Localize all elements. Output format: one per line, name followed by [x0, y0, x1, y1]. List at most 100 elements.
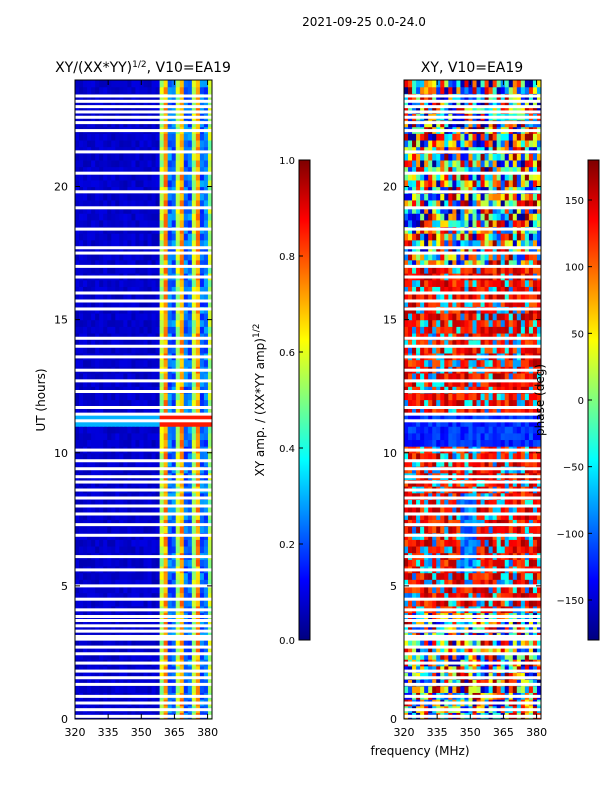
heatmap-cell — [163, 299, 169, 307]
heatmap-cell — [103, 545, 108, 554]
heatmap-cell — [123, 179, 128, 188]
heatmap-cell — [187, 619, 193, 627]
heatmap-cell — [131, 506, 137, 514]
heatmap-cell — [528, 559, 534, 567]
heatmap-cell — [512, 539, 518, 547]
heatmap-cell — [191, 412, 197, 421]
heatmap-cell — [91, 619, 96, 627]
heatmap-cell — [167, 173, 173, 181]
heatmap-cell — [103, 379, 108, 387]
heatmap-cell — [87, 233, 92, 241]
heatmap-cell — [500, 652, 506, 660]
heatmap-cell — [508, 499, 514, 507]
heatmap-cell — [131, 186, 137, 194]
heatmap-cell — [456, 406, 462, 414]
heatmap-cell — [203, 293, 209, 301]
heatmap-cell — [187, 279, 193, 287]
heatmap-cell — [187, 639, 193, 647]
heatmap-cell — [75, 559, 80, 567]
heatmap-cell — [199, 419, 205, 427]
heatmap-cell — [119, 332, 124, 341]
heatmap-cell — [203, 346, 209, 354]
heatmap-cell — [464, 625, 470, 634]
heatmap-cell — [476, 406, 482, 414]
heatmap-cell — [107, 99, 112, 108]
heatmap-cell — [191, 293, 197, 301]
heatmap-cell — [420, 652, 425, 660]
heatmap-cell — [512, 419, 518, 427]
heatmap-cell — [512, 519, 518, 527]
heatmap-cell — [167, 199, 173, 208]
heatmap-cell — [79, 679, 84, 687]
heatmap-cell — [95, 246, 100, 254]
heatmap-cell — [492, 545, 498, 554]
heatmap-cell — [127, 672, 133, 680]
heatmap-cell — [119, 506, 124, 514]
heatmap-cell — [143, 625, 149, 634]
heatmap-cell — [456, 439, 462, 447]
heatmap-cell — [448, 559, 453, 567]
heatmap-cell — [103, 672, 108, 680]
heatmap-cell — [87, 392, 92, 401]
heatmap-cell — [163, 392, 169, 401]
heatmap-cell — [83, 525, 88, 534]
heatmap-cell — [95, 199, 100, 208]
heatmap-cell — [460, 639, 466, 647]
heatmap-cell — [123, 246, 128, 254]
heatmap-cell — [103, 685, 108, 693]
heatmap-cell — [404, 499, 409, 507]
heatmap-cell — [191, 246, 197, 254]
heatmap-cell — [79, 193, 84, 201]
heatmap-cell — [111, 652, 116, 660]
heatmap-cell — [111, 186, 116, 194]
heatmap-cell — [123, 499, 128, 507]
heatmap-cell — [127, 452, 133, 461]
heatmap-cell — [127, 625, 133, 634]
panel1-title: XY/(XX*YY)1/2, V10=EA19 — [55, 60, 231, 76]
heatmap-cell — [115, 379, 120, 387]
heatmap-cell — [195, 199, 201, 208]
heatmap-cell — [179, 193, 185, 201]
heatmap-cell — [175, 619, 181, 627]
heatmap-cell — [151, 133, 157, 141]
heatmap-cell — [99, 159, 104, 168]
heatmap-cell — [492, 439, 498, 447]
heatmap-cell — [143, 665, 149, 674]
heatmap-cell — [159, 312, 165, 321]
heatmap-cell — [147, 432, 153, 441]
heatmap-cell — [524, 679, 530, 687]
heatmap-cell — [187, 266, 193, 274]
heatmap-cell — [83, 80, 88, 88]
heatmap-cell — [199, 106, 205, 114]
heatmap-cell — [456, 492, 462, 500]
heatmap-cell — [408, 599, 413, 607]
heatmap-cell — [95, 665, 100, 674]
heatmap-cell — [412, 585, 417, 594]
heatmap-cell — [191, 579, 197, 587]
heatmap-cell — [91, 665, 96, 674]
heatmap-cell — [163, 139, 169, 148]
heatmap-cell — [91, 266, 96, 274]
heatmap-cell — [115, 133, 120, 141]
heatmap-cell — [147, 193, 153, 201]
heatmap-cell — [195, 439, 201, 447]
heatmap-cell — [139, 512, 145, 520]
heatmap-cell — [171, 419, 177, 427]
heatmap-cell — [404, 459, 409, 467]
heatmap-cell — [95, 339, 100, 347]
heatmap-cell — [175, 406, 181, 414]
heatmap-cell — [199, 246, 205, 254]
heatmap-cell — [123, 279, 128, 287]
heatmap-cell — [476, 625, 482, 634]
heatmap-cell — [159, 133, 165, 141]
heatmap-cell — [472, 545, 478, 554]
heatmap-cell — [171, 319, 177, 327]
heatmap-cell — [444, 499, 449, 507]
heatmap-cell — [195, 99, 201, 108]
heatmap-cell — [83, 239, 88, 248]
heatmap-cell — [103, 426, 108, 434]
heatmap-cell — [119, 253, 124, 261]
heatmap-cell — [139, 419, 145, 427]
heatmap-cell — [147, 679, 153, 687]
heatmap-cell — [428, 406, 433, 414]
